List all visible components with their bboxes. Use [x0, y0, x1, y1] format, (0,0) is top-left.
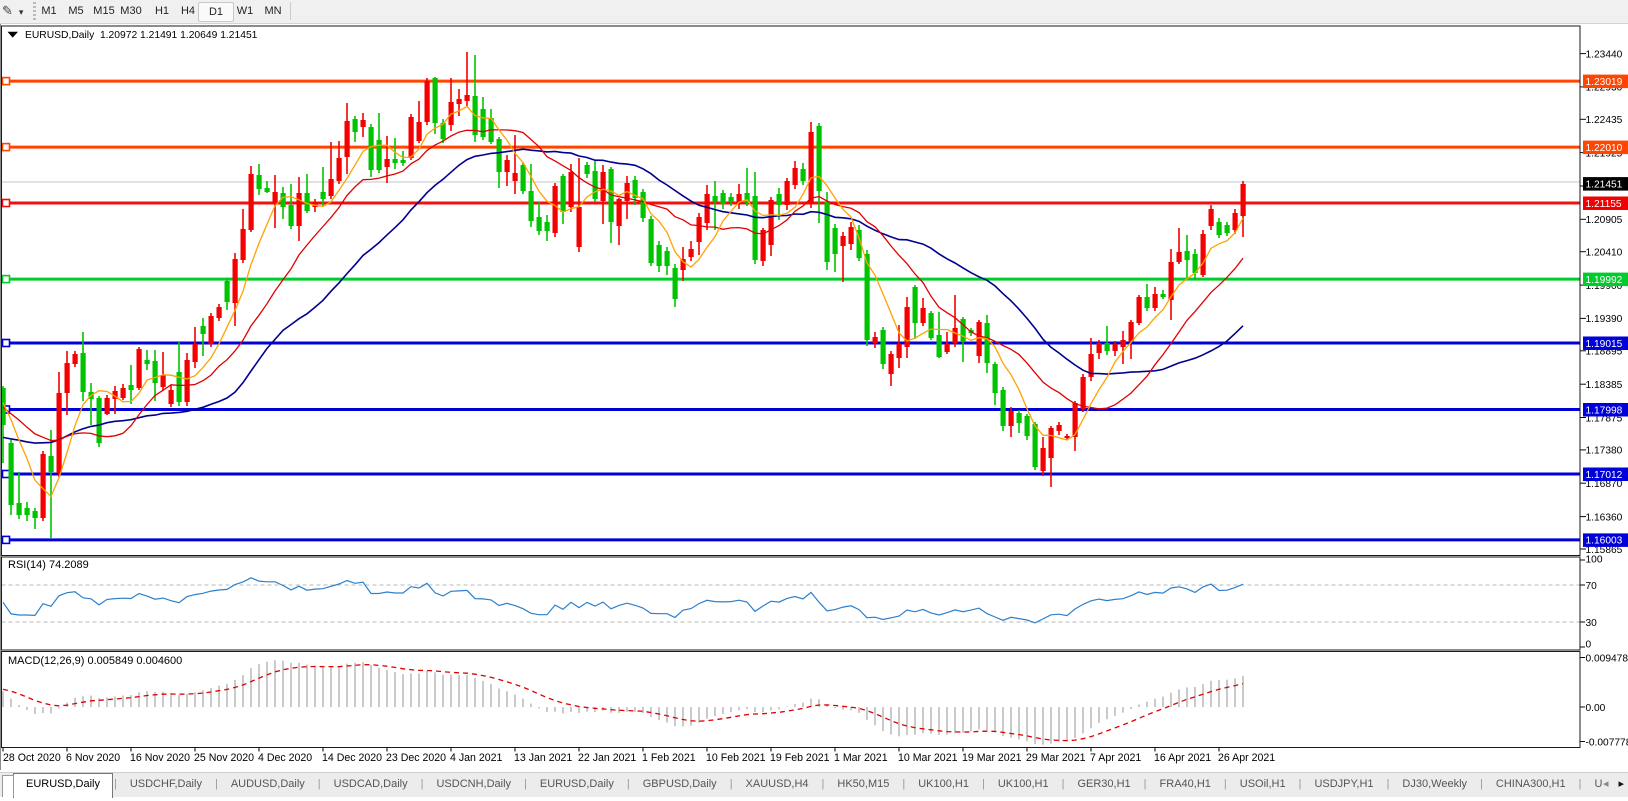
svg-text:1.17380: 1.17380: [1586, 446, 1623, 457]
svg-text:1.22435: 1.22435: [1586, 115, 1623, 126]
svg-text:25 Nov 2020: 25 Nov 2020: [194, 752, 254, 764]
svg-text:4 Dec 2020: 4 Dec 2020: [258, 752, 312, 764]
svg-text:4 Jan 2021: 4 Jan 2021: [450, 752, 503, 764]
svg-text:19 Feb 2021: 19 Feb 2021: [770, 752, 830, 764]
svg-text:16 Apr 2021: 16 Apr 2021: [1154, 752, 1211, 764]
svg-text:22 Jan 2021: 22 Jan 2021: [578, 752, 636, 764]
svg-text:70: 70: [1586, 581, 1598, 592]
svg-text:1.20410: 1.20410: [1586, 248, 1623, 259]
svg-text:1.16003: 1.16003: [1586, 536, 1623, 547]
svg-text:0: 0: [1586, 640, 1592, 651]
svg-text:EURUSD,Daily 1.20972 1.21491: EURUSD,Daily 1.20972 1.21491 1.20649 1.2…: [25, 30, 258, 41]
svg-text:1.17012: 1.17012: [1586, 470, 1623, 481]
svg-text:14 Dec 2020: 14 Dec 2020: [322, 752, 382, 764]
svg-text:19 Mar 2021: 19 Mar 2021: [962, 752, 1022, 764]
svg-text:1.18385: 1.18385: [1586, 380, 1623, 391]
svg-text:1.23440: 1.23440: [1586, 49, 1623, 60]
svg-text:28 Oct 2020: 28 Oct 2020: [3, 752, 61, 764]
svg-text:-0.007778: -0.007778: [1586, 737, 1628, 748]
svg-text:6 Nov 2020: 6 Nov 2020: [66, 752, 120, 764]
svg-text:MACD(12,26,9) 0.005849 0.00460: MACD(12,26,9) 0.005849 0.004600: [8, 655, 182, 667]
svg-text:1.16360: 1.16360: [1586, 512, 1623, 523]
svg-text:1.20905: 1.20905: [1586, 215, 1623, 226]
svg-text:0.009478: 0.009478: [1586, 653, 1628, 664]
svg-text:13 Jan 2021: 13 Jan 2021: [514, 752, 572, 764]
svg-text:16 Nov 2020: 16 Nov 2020: [130, 752, 190, 764]
svg-text:26 Apr 2021: 26 Apr 2021: [1218, 752, 1275, 764]
svg-text:10 Mar 2021: 10 Mar 2021: [898, 752, 958, 764]
svg-text:23 Dec 2020: 23 Dec 2020: [386, 752, 446, 764]
svg-text:1 Mar 2021: 1 Mar 2021: [834, 752, 888, 764]
svg-text:100: 100: [1586, 555, 1603, 566]
svg-text:1 Feb 2021: 1 Feb 2021: [642, 752, 696, 764]
svg-text:1.23019: 1.23019: [1586, 77, 1623, 88]
svg-text:1.21155: 1.21155: [1586, 199, 1622, 210]
svg-text:RSI(14) 74.2089: RSI(14) 74.2089: [8, 559, 89, 571]
svg-text:1.19390: 1.19390: [1586, 314, 1623, 325]
svg-text:0.00: 0.00: [1586, 703, 1606, 714]
svg-text:30: 30: [1586, 618, 1598, 629]
svg-text:7 Apr 2021: 7 Apr 2021: [1090, 752, 1141, 764]
svg-text:29 Mar 2021: 29 Mar 2021: [1026, 752, 1086, 764]
svg-text:1.19992: 1.19992: [1586, 275, 1623, 286]
svg-text:10 Feb 2021: 10 Feb 2021: [706, 752, 766, 764]
svg-text:1.22010: 1.22010: [1586, 143, 1623, 154]
svg-text:1.21451: 1.21451: [1586, 179, 1623, 190]
svg-text:1.17998: 1.17998: [1586, 405, 1623, 416]
svg-text:1.19015: 1.19015: [1586, 339, 1623, 350]
